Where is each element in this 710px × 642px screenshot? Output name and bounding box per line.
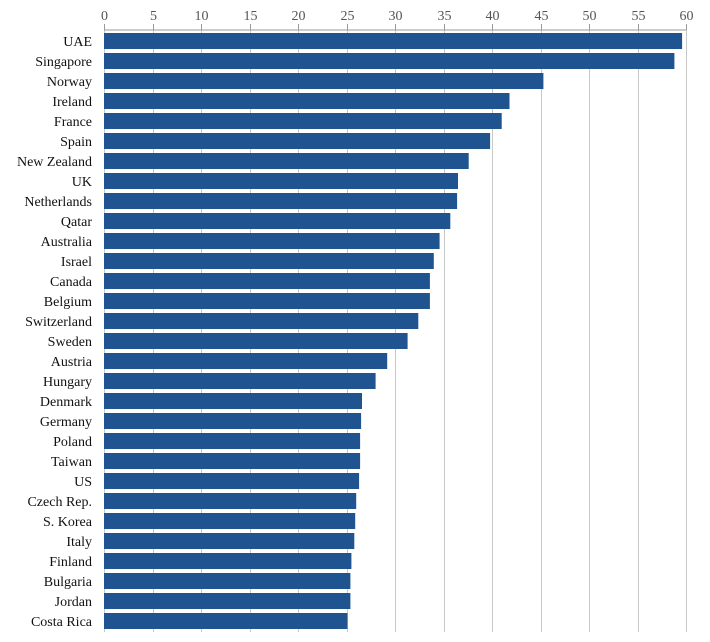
category-label: Australia (41, 235, 93, 250)
x-axis-ticks: 0 5 10 15 20 25 30 35 40 45 50 55 60 (101, 9, 694, 31)
category-label: Czech Rep. (27, 495, 92, 510)
category-label: Singapore (35, 55, 92, 70)
category-label: New Zealand (17, 155, 92, 170)
category-label: Costa Rica (31, 615, 93, 630)
category-label: UK (72, 175, 92, 190)
x-tick-label: 10 (195, 9, 209, 24)
bar (104, 433, 361, 449)
bar (104, 73, 544, 89)
bar (104, 293, 430, 309)
category-label: Italy (66, 535, 92, 550)
category-label: Ireland (52, 95, 92, 110)
bar (104, 413, 362, 429)
bar (104, 273, 430, 289)
category-label: S. Korea (43, 515, 93, 530)
category-label: Germany (40, 415, 92, 430)
category-labels: UAE Singapore Norway Ireland France Spain New … (17, 35, 93, 630)
x-tick-label: 15 (244, 9, 258, 24)
category-label: Israel (61, 255, 92, 270)
category-label: Taiwan (51, 455, 92, 470)
bar (104, 93, 510, 109)
bar (104, 133, 491, 149)
bar (104, 153, 469, 169)
bar (104, 553, 352, 569)
bar (104, 493, 357, 509)
bar (104, 173, 458, 189)
x-tick-label: 0 (101, 9, 108, 24)
bar (104, 373, 376, 389)
bar (104, 453, 361, 469)
x-tick-label: 30 (389, 9, 403, 24)
x-tick-label: 35 (438, 9, 452, 24)
bars (104, 33, 683, 629)
x-tick-label: 50 (583, 9, 597, 24)
category-label: Canada (50, 275, 93, 290)
x-tick-label: 5 (150, 9, 157, 24)
bar (104, 313, 419, 329)
category-label: Austria (51, 355, 93, 370)
x-tick-label: 45 (535, 9, 549, 24)
bar (104, 593, 351, 609)
category-label: Bulgaria (44, 575, 93, 590)
x-tick-label: 40 (486, 9, 500, 24)
category-label: Qatar (61, 215, 92, 230)
bar (104, 213, 451, 229)
bar (104, 333, 408, 349)
bar (104, 193, 458, 209)
bar (104, 533, 355, 549)
category-label: France (54, 115, 92, 130)
bar (104, 253, 434, 269)
bar (104, 353, 388, 369)
category-label: Norway (47, 75, 92, 90)
category-label: Sweden (48, 335, 92, 350)
bar (104, 113, 502, 129)
gridlines (104, 30, 687, 632)
bar (104, 513, 356, 529)
category-label: Denmark (40, 395, 92, 410)
category-label: Netherlands (24, 195, 92, 210)
category-label: US (74, 475, 92, 490)
bar (104, 393, 362, 409)
bar (104, 573, 351, 589)
x-tick-label: 60 (680, 9, 694, 24)
bar (104, 233, 440, 249)
category-label: Jordan (55, 595, 92, 610)
x-tick-label: 55 (632, 9, 646, 24)
category-label: Belgium (44, 295, 92, 310)
category-label: UAE (63, 35, 92, 50)
category-label: Hungary (43, 375, 92, 390)
category-label: Finland (49, 555, 92, 570)
x-tick-label: 25 (341, 9, 355, 24)
category-label: Poland (53, 435, 92, 450)
bar (104, 33, 683, 49)
x-tick-label: 20 (292, 9, 306, 24)
bar (104, 473, 360, 489)
category-label: Spain (60, 135, 92, 150)
category-label: Switzerland (25, 315, 92, 330)
bar (104, 613, 348, 629)
bar (104, 53, 675, 69)
